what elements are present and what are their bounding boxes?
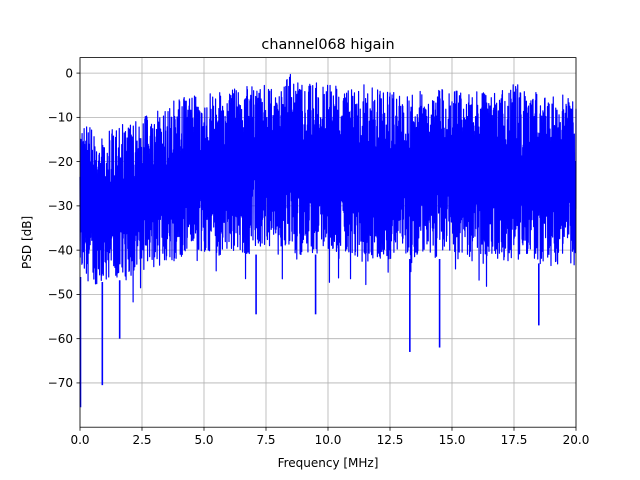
x-tick-label: 17.5 xyxy=(501,433,528,447)
data-layer xyxy=(79,73,577,408)
y-tick-label: −50 xyxy=(48,288,73,302)
y-tick-label: −60 xyxy=(48,332,73,346)
x-tick-label: 7.5 xyxy=(256,433,275,447)
y-axis-label: PSD [dB] xyxy=(20,216,34,269)
x-tick-label: 0.0 xyxy=(70,433,89,447)
x-tick-label: 10.0 xyxy=(315,433,342,447)
y-tick-label: −20 xyxy=(48,155,73,169)
x-axis-label: Frequency [MHz] xyxy=(278,456,379,470)
x-tick-label: 12.5 xyxy=(377,433,404,447)
y-tick-label: 0 xyxy=(65,66,73,80)
x-tick-label: 20.0 xyxy=(563,433,590,447)
y-tick-label: −30 xyxy=(48,199,73,213)
y-tick-label: −40 xyxy=(48,243,73,257)
y-tick-label: −70 xyxy=(48,376,73,390)
ticks: 0.0 2.5 5.0 7.5 10.0 12.5 15.0 17.5 20.0 0 −10 −20 −… xyxy=(48,66,590,447)
psd-series-line xyxy=(79,73,577,303)
chart-title: channel068 higain xyxy=(261,37,394,53)
x-tick-label: 15.0 xyxy=(439,433,466,447)
x-tick-label: 5.0 xyxy=(194,433,213,447)
x-tick-label: 2.5 xyxy=(132,433,151,447)
y-tick-label: −10 xyxy=(48,111,73,125)
